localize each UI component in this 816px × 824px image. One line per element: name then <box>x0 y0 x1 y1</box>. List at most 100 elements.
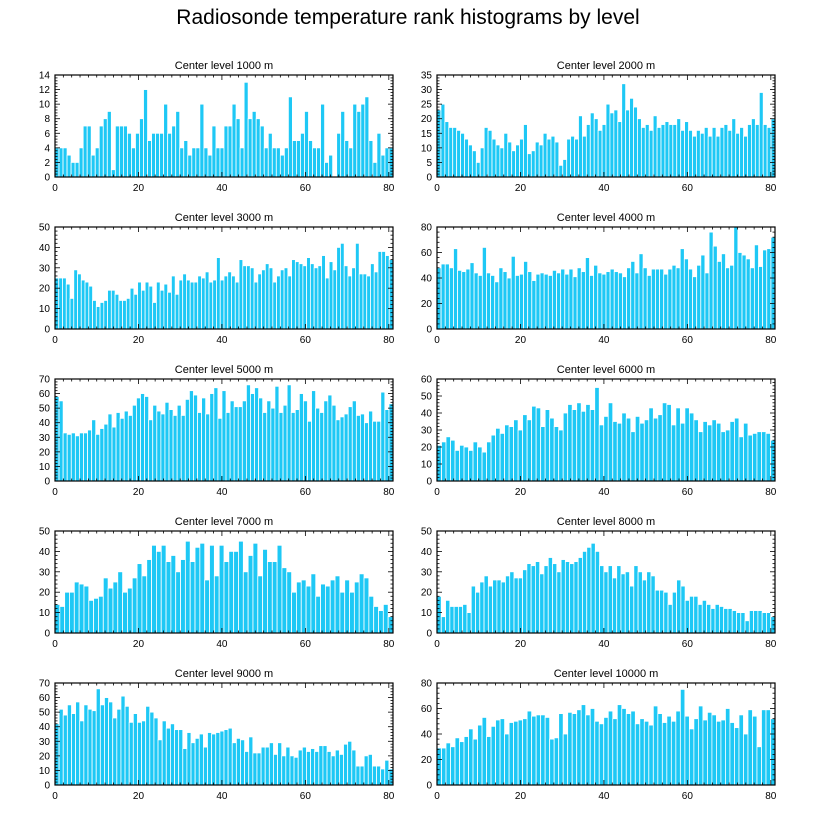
histogram-bar <box>617 121 623 178</box>
histogram-bar <box>688 129 693 178</box>
histogram-bar <box>576 267 582 330</box>
histogram-bar <box>621 83 627 178</box>
histogram-bar <box>495 719 501 786</box>
histogram-bar <box>95 688 101 786</box>
histogram-bar <box>347 406 353 482</box>
histogram-bar <box>679 688 686 786</box>
histogram-panel-9: Center level 9000 m 0 20 40 60 80 0 10 20 30 40 50 6… <box>39 668 395 802</box>
histogram-bar <box>450 746 456 786</box>
histogram-bar <box>296 581 302 634</box>
x-tick-label: 0 <box>52 487 58 498</box>
histogram-bar <box>384 409 390 482</box>
x-tick-label: 20 <box>133 183 145 194</box>
histogram-bar <box>103 300 108 330</box>
histogram-bar <box>103 423 109 482</box>
histogram-bar <box>279 269 285 330</box>
x-tick-label: 20 <box>515 791 527 802</box>
histogram-bar <box>82 125 88 178</box>
x-tick-label: 60 <box>300 639 312 650</box>
histogram-bar <box>675 710 681 786</box>
histogram-bar <box>278 412 284 482</box>
histogram-bar <box>598 723 605 786</box>
panel-title: Center level 7000 m <box>175 516 273 528</box>
histogram-bar <box>457 606 464 634</box>
histogram-bar <box>648 724 654 786</box>
histogram-bar <box>128 721 134 786</box>
histogram-bar <box>530 565 536 634</box>
x-tick-label: 40 <box>598 183 610 194</box>
histogram-bar <box>180 415 186 482</box>
histogram-bar <box>349 591 355 634</box>
histogram-bar <box>495 427 501 482</box>
histogram-bar <box>324 277 330 330</box>
histogram-bar <box>252 542 259 634</box>
x-tick-label: 80 <box>383 791 395 802</box>
histogram-bar <box>517 429 524 482</box>
histogram-bar <box>118 300 123 330</box>
histogram-bar <box>171 275 176 330</box>
x-tick-label: 80 <box>383 335 395 346</box>
histogram-bar <box>88 285 93 330</box>
histogram-bar <box>316 147 321 178</box>
histogram-bar <box>625 109 630 178</box>
histogram-bar <box>201 277 206 330</box>
y-tick-label: 5 <box>426 158 432 169</box>
histogram-bar <box>522 414 528 482</box>
histogram-bar <box>281 567 288 634</box>
histogram-bar <box>359 765 365 786</box>
histogram-bar <box>227 125 233 178</box>
panel-title: Center level 2000 m <box>557 60 655 72</box>
histogram-bar <box>766 612 772 634</box>
x-tick-label: 0 <box>434 183 440 194</box>
x-tick-label: 0 <box>434 335 440 346</box>
histogram-bar <box>671 264 677 330</box>
plot-frame <box>54 682 394 786</box>
histogram-bar <box>83 585 90 634</box>
histogram-bar <box>136 397 141 482</box>
histogram-bar <box>535 561 541 634</box>
histogram-bar <box>470 585 476 634</box>
histogram-bar <box>98 125 104 178</box>
x-tick-label: 0 <box>52 183 58 194</box>
histogram-bar <box>607 402 614 482</box>
histogram-panel-1: Center level 1000 m 0 20 40 60 80 0 2 4 6 8 10 12 14 <box>39 60 395 194</box>
histogram-bar <box>761 612 767 634</box>
histogram-bar <box>115 412 121 482</box>
histogram-bar <box>191 147 197 178</box>
histogram-bar <box>339 591 346 634</box>
histogram-bar <box>721 253 726 330</box>
histogram-bar <box>503 132 509 178</box>
histogram-bar <box>573 561 579 634</box>
y-tick-label: 30 <box>39 433 51 444</box>
histogram-bar <box>144 396 150 482</box>
histogram-bar <box>218 544 225 634</box>
histogram-bar <box>94 147 100 178</box>
y-tick-label: 10 <box>39 766 51 777</box>
histogram-bar <box>253 281 259 330</box>
histogram-bar <box>693 419 699 482</box>
y-tick-label: 20 <box>39 284 51 295</box>
histogram-bar <box>327 394 333 482</box>
y-tick-label: 20 <box>39 447 51 458</box>
histogram-bar <box>93 597 99 634</box>
histogram-bar <box>748 610 755 634</box>
histogram-bar <box>716 261 722 330</box>
histogram-bar <box>459 741 465 786</box>
histogram-bar <box>380 154 386 178</box>
histogram-bar <box>762 249 768 330</box>
histogram-bar <box>88 599 95 634</box>
x-tick-label: 20 <box>515 487 527 498</box>
histogram-bar <box>630 431 636 482</box>
histogram-bar <box>273 754 278 786</box>
histogram-bar <box>223 275 229 330</box>
histogram-bar <box>558 713 564 786</box>
histogram-bar <box>372 420 378 482</box>
histogram-bar <box>689 595 695 634</box>
histogram-bar <box>758 266 764 330</box>
histogram-bar <box>666 715 672 786</box>
y-tick-label: 60 <box>421 248 433 259</box>
histogram-bar <box>757 610 763 634</box>
histogram-bar <box>496 579 502 634</box>
histogram-bar <box>334 575 341 634</box>
histogram-bar <box>562 159 568 178</box>
